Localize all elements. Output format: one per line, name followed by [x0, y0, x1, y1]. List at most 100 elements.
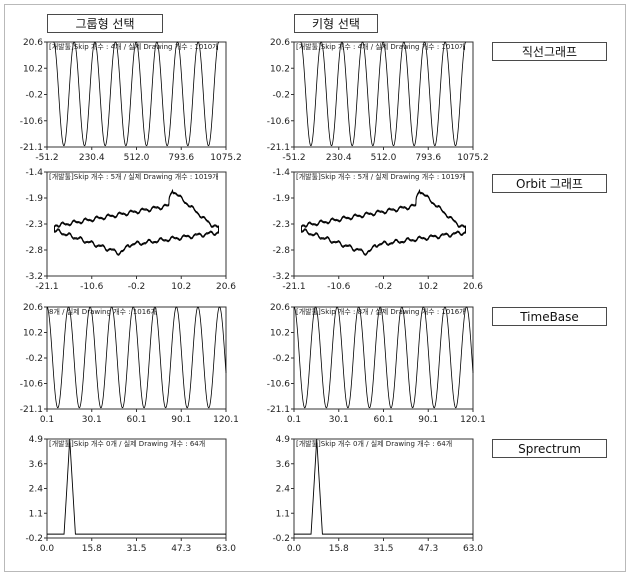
y-tick-label: 20.6: [23, 38, 43, 48]
x-tick-label: 1075.2: [457, 153, 489, 163]
y-tick-label: -2.3: [25, 220, 43, 230]
spectrum-button[interactable]: Sprectrum: [492, 439, 607, 458]
y-tick-label: -2.3: [272, 220, 290, 230]
x-tick-label: -51.2: [35, 153, 58, 163]
x-tick-label: 10.2: [171, 282, 191, 292]
chart-annotation: [개발툴]Skip 개수 : 5개 / 실제 Drawing 개수 : 1019…: [296, 172, 466, 181]
x-tick-label: 0.1: [40, 415, 54, 425]
x-tick-label: -0.2: [128, 282, 146, 292]
series-line: [294, 438, 473, 535]
x-tick-label: 90.1: [418, 415, 438, 425]
y-tick-label: -21.1: [267, 405, 290, 415]
chart-key-timebase: 20.6 10.2 -0.2 -10.6 -21.10.1 30.1 60.1 90.1 120…: [267, 303, 486, 425]
y-tick-label: -21.1: [20, 405, 43, 415]
x-tick-label: 15.8: [329, 544, 349, 554]
y-tick-label: 20.6: [23, 303, 43, 313]
x-tick-label: 1075.2: [210, 153, 242, 163]
y-tick-label: 20.6: [270, 38, 290, 48]
y-tick-label: 4.9: [29, 435, 44, 445]
plot-frame: [293, 171, 474, 277]
x-tick-label: 512.0: [371, 153, 397, 163]
chart-group-timebase: 20.6 10.2 -0.2 -10.6 -21.10.1 30.1 60.1 90.1 120…: [20, 303, 239, 425]
y-tick-label: -3.2: [25, 272, 43, 282]
x-tick-label: 230.4: [79, 153, 105, 163]
x-tick-label: 10.2: [418, 282, 438, 292]
x-tick-label: 0.1: [287, 415, 301, 425]
series-line: [293, 306, 474, 409]
y-tick-label: 1.1: [29, 509, 43, 519]
chart-annotation: [개발툴]Skip 개수 0개 / 실제 Drawing 개수 : 64개: [49, 439, 205, 448]
chart-group-spectrum: 4.9 3.6 2.4 1.1 -0.20.0 15.8 31.5 47.3 63.0 [개발툴]…: [25, 435, 236, 554]
orbit-graph-button[interactable]: Orbit 그래프: [492, 174, 607, 193]
key-select-button[interactable]: 키형 선택: [294, 14, 378, 33]
series-line: [300, 41, 466, 147]
x-tick-label: 90.1: [171, 415, 191, 425]
y-tick-label: -2.8: [25, 246, 43, 256]
x-tick-label: 30.1: [329, 415, 349, 425]
x-tick-label: 31.5: [126, 544, 146, 554]
group-select-button[interactable]: 그룹형 선택: [47, 14, 163, 33]
plot-frame: [46, 171, 227, 277]
y-tick-label: 3.6: [29, 460, 44, 470]
y-tick-label: -0.2: [25, 91, 43, 101]
chart-key-linear: 20.6 10.2 -0.2 -10.6 -21.1-51.2 230.4 512.0 793…: [267, 38, 489, 163]
y-tick-label: -21.1: [20, 143, 43, 153]
series-line: [53, 41, 219, 147]
chart-annotation: 8개 / 실제 Drawing 개수 : 1016개: [49, 307, 157, 316]
y-tick-label: 2.4: [29, 485, 44, 495]
x-tick-label: 20.6: [463, 282, 483, 292]
y-tick-label: -0.2: [25, 534, 43, 544]
y-tick-label: 3.6: [276, 460, 291, 470]
y-tick-label: -21.1: [267, 143, 290, 153]
plot-frame: [46, 41, 227, 148]
y-tick-label: 2.4: [276, 485, 291, 495]
y-tick-label: -10.6: [20, 380, 44, 390]
x-tick-label: 120.1: [460, 415, 486, 425]
linear-graph-button[interactable]: 직선그래프: [492, 42, 607, 61]
x-tick-label: 63.0: [463, 544, 483, 554]
plot-frame: [46, 438, 227, 539]
x-tick-label: -0.2: [375, 282, 393, 292]
y-tick-label: -1.9: [272, 194, 290, 204]
x-tick-label: 20.6: [216, 282, 236, 292]
y-tick-label: 10.2: [270, 329, 290, 339]
series-line: [47, 438, 226, 535]
chart-annotation: [개발툴]Skip 개수 : 8개 / 실제 Drawing 개수 : 1016…: [296, 307, 466, 316]
x-tick-label: 120.1: [213, 415, 239, 425]
chart-group-orbit: -1.4 -1.9 -2.3 -2.8 -3.2-21.1 -10.6 -0.2 10.2 20…: [25, 168, 236, 292]
chart-annotation: [개발툴]Skip 개수 : 4개 / 실제 Drawing 개수 : 1010…: [49, 42, 219, 51]
x-tick-label: 47.3: [418, 544, 438, 554]
y-tick-label: -0.2: [272, 534, 290, 544]
orbit-trace: [54, 190, 219, 256]
x-tick-label: -51.2: [282, 153, 305, 163]
chart-key-orbit: -1.4 -1.9 -2.3 -2.8 -3.2-21.1 -10.6 -0.2 10.2 20…: [272, 168, 483, 292]
x-tick-label: 512.0: [124, 153, 150, 163]
x-tick-label: -10.6: [80, 282, 104, 292]
y-tick-label: -10.6: [20, 117, 44, 127]
y-tick-label: 4.9: [276, 435, 291, 445]
y-tick-label: -1.4: [272, 168, 290, 178]
x-tick-label: 0.0: [40, 544, 55, 554]
x-tick-label: 0.0: [287, 544, 302, 554]
plot-frame: [293, 41, 474, 148]
chart-annotation: [개발툴]Skip 개수 0개 / 실제 Drawing 개수 : 64개: [296, 439, 452, 448]
orbit-trace: [301, 190, 466, 256]
timebase-button[interactable]: TimeBase: [492, 307, 607, 326]
plot-frame: [293, 438, 474, 539]
x-tick-label: 63.0: [216, 544, 236, 554]
x-tick-label: 30.1: [82, 415, 102, 425]
chart-annotation: [개발툴]Skip 개수 : 5개 / 실제 Drawing 개수 : 1019…: [49, 172, 219, 181]
x-tick-label: 793.6: [415, 153, 441, 163]
x-tick-label: 60.1: [373, 415, 393, 425]
y-tick-label: -0.2: [272, 91, 290, 101]
y-tick-label: 1.1: [276, 509, 290, 519]
x-tick-label: -21.1: [35, 282, 58, 292]
chart-key-spectrum: 4.9 3.6 2.4 1.1 -0.20.0 15.8 31.5 47.3 63.0 [개발툴]…: [272, 435, 483, 554]
y-tick-label: -10.6: [267, 117, 291, 127]
series-line: [46, 306, 227, 409]
y-tick-label: -1.9: [25, 194, 43, 204]
chart-annotation: [개발툴]Skip 개수 : 4개 / 실제 Drawing 개수 : 1010…: [296, 42, 466, 51]
x-tick-label: -21.1: [282, 282, 305, 292]
y-tick-label: -2.8: [272, 246, 290, 256]
